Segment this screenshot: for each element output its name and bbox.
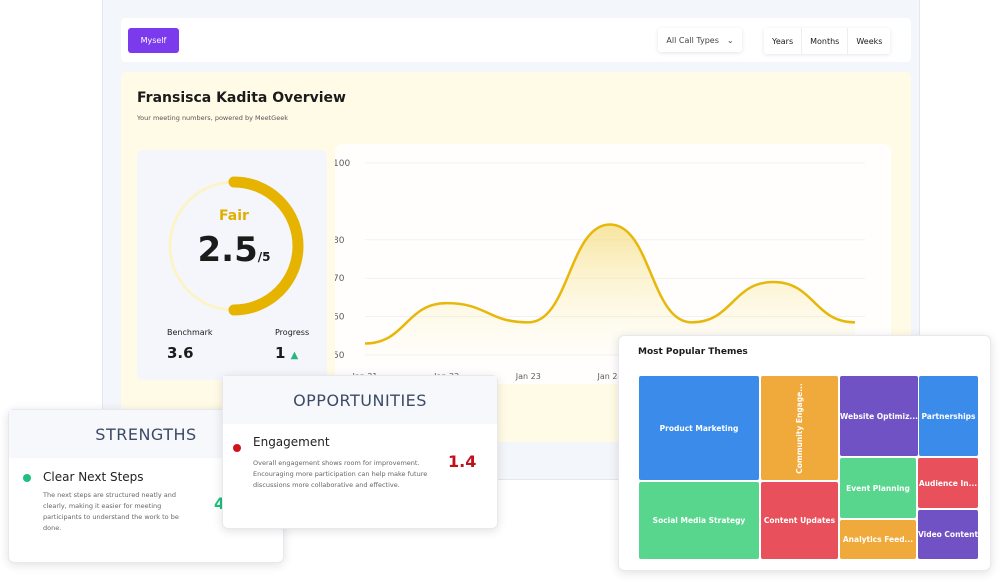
progress-value: 1 xyxy=(275,344,286,362)
score-gauge xyxy=(168,176,304,316)
opportunity-item-desc: Overall engagement shows room for improv… xyxy=(253,459,428,489)
strength-score: 4 xyxy=(214,494,226,513)
trend-up-icon: ▲ xyxy=(290,350,299,361)
themes-title: Most Popular Themes xyxy=(638,347,748,357)
y-tick-label: 80 xyxy=(335,236,345,246)
treemap-tile-label: Video Content xyxy=(918,530,978,539)
period-weeks[interactable]: Weeks xyxy=(856,36,883,46)
chart-area xyxy=(365,224,855,355)
green-dot-icon xyxy=(23,474,31,482)
benchmark-value: 3.6 xyxy=(167,344,194,362)
treemap-tile-label: Analytics Feed... xyxy=(842,535,914,544)
red-dot-icon xyxy=(233,444,241,452)
myself-button[interactable]: Myself xyxy=(128,28,179,53)
y-tick-label: 70 xyxy=(335,274,345,284)
treemap-tile[interactable]: Product Marketing xyxy=(639,376,759,480)
toolbar: Myself All Call Types ⌄ Years Months Week… xyxy=(121,18,911,62)
treemap-tile-label: Event Planning xyxy=(846,483,910,493)
treemap-tile-label: Social Media Strategy xyxy=(652,516,746,525)
score-value: 2.5/5 xyxy=(197,230,271,270)
benchmark-label: Benchmark xyxy=(167,328,213,337)
call-types-dropdown[interactable]: All Call Types ⌄ xyxy=(658,28,742,52)
strength-item-title: Clear Next Steps xyxy=(43,470,144,484)
treemap-tile-label: Audience In... xyxy=(918,478,978,488)
treemap-tile-label: Partnerships xyxy=(921,411,976,421)
score-gauge-card: Fair 2.5/5 Benchmark 3.6 Progress 1 ▲ xyxy=(137,150,327,380)
rating-label: Fair xyxy=(219,208,249,224)
y-tick-label: 60 xyxy=(335,313,345,323)
period-years[interactable]: Years xyxy=(764,28,803,54)
period-months[interactable]: Months xyxy=(802,28,849,54)
y-tick-label: 50 xyxy=(335,351,345,361)
x-tick-label: Jan 23 xyxy=(515,372,541,381)
chevron-down-icon: ⌄ xyxy=(726,35,734,45)
treemap-tile-label: Product Marketing xyxy=(659,423,739,433)
treemap-tile[interactable]: Website Optimiz... xyxy=(840,376,918,456)
popular-themes-card: Most Popular Themes Product Marketing Soc… xyxy=(618,335,991,571)
treemap-tile[interactable]: Content Updates xyxy=(761,482,838,559)
opportunities-card: OPPORTUNITIES Engagement Overall engagem… xyxy=(222,375,498,529)
treemap-tile[interactable]: Audience In... xyxy=(918,458,978,508)
treemap-tile[interactable]: Analytics Feed... xyxy=(840,520,916,559)
opportunity-score: 1.4 xyxy=(448,452,477,471)
y-tick-label: 100 xyxy=(335,159,350,169)
gauge-fill xyxy=(228,176,304,316)
x-tick-label: Jan 24 xyxy=(596,372,622,381)
treemap-tile[interactable]: Video Content xyxy=(918,510,978,559)
opportunities-title: OPPORTUNITIES xyxy=(223,376,497,424)
treemap-tile-label: Content Updates xyxy=(763,516,836,525)
strength-item-desc: The next steps are structured neatly and… xyxy=(43,491,179,532)
treemap-tile[interactable]: Social Media Strategy xyxy=(639,482,759,559)
treemap-tile[interactable]: Community Engage... xyxy=(761,376,838,480)
treemap-tile[interactable]: Event Planning xyxy=(840,458,916,518)
progress-label: Progress xyxy=(275,328,310,337)
treemap-tile[interactable]: Partnerships xyxy=(919,376,978,456)
period-selector: Years Months Weeks xyxy=(764,28,891,54)
page-title: Fransisca Kadita Overview xyxy=(137,90,346,106)
call-types-value: All Call Types xyxy=(666,35,719,45)
treemap-tile-label: Community Engage... xyxy=(795,382,804,474)
treemap-tile-label: Website Optimiz... xyxy=(840,411,918,421)
opportunity-item-title: Engagement xyxy=(253,435,330,449)
page-subtitle: Your meeting numbers, powered by MeetGee… xyxy=(137,114,288,122)
